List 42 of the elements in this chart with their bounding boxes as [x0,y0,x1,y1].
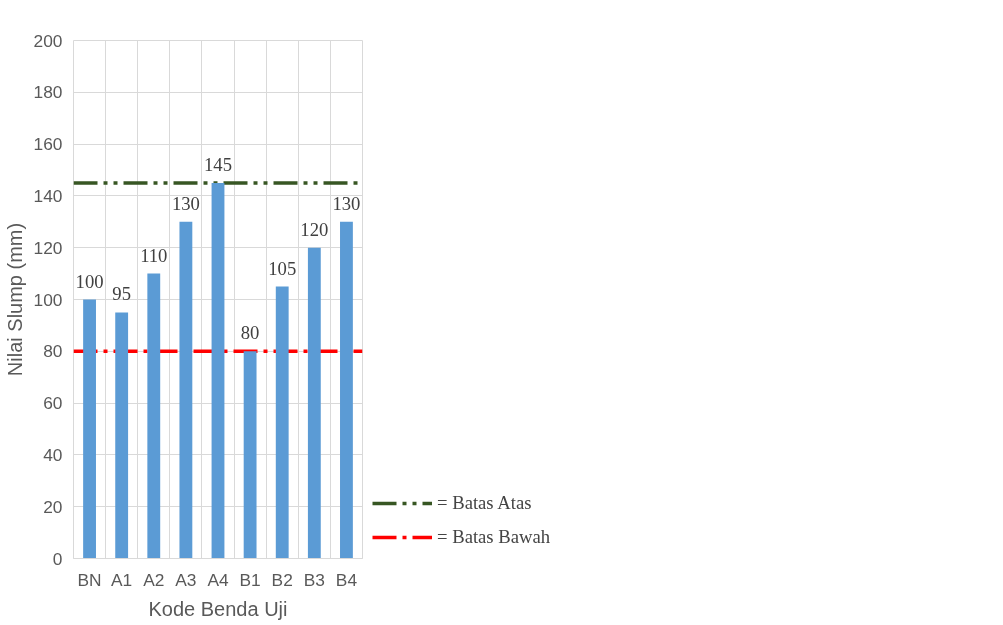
data-label: 80 [240,322,260,344]
x-tick-label: A1 [111,569,133,590]
y-tick-label: 140 [33,185,63,206]
x-tick-label: B4 [335,569,358,590]
x-axis-title: Kode Benda Uji [148,597,288,620]
x-tick-label: A3 [175,569,197,590]
bar [340,221,353,559]
data-label: 105 [268,257,297,279]
y-tick-label: 160 [33,134,63,155]
bar [115,312,129,559]
y-tick-label: 0 [52,548,63,569]
x-tick-label: BN [77,569,102,590]
y-tick-label: 80 [43,341,63,362]
x-tick-label: B2 [271,569,293,590]
x-tick-label: A2 [143,569,165,590]
y-axis-title: Nilai Slump (mm) [3,222,26,377]
legend-label: = Batas Bawah [437,526,551,548]
y-tick-label: 120 [33,237,63,258]
bar [243,351,257,559]
bar [179,221,193,559]
data-label: 100 [75,270,104,292]
bar [275,286,289,559]
y-tick-label: 100 [33,289,63,310]
data-label: 95 [112,283,131,305]
data-label: 110 [140,244,168,266]
x-tick-label: B1 [239,569,261,590]
data-label: 120 [300,218,329,240]
bar [147,273,161,559]
data-label: 130 [171,192,200,214]
legend-label: = Batas Atas [437,492,532,514]
x-tick-label: A4 [207,569,229,590]
y-tick-label: 180 [33,82,63,103]
data-label: 145 [204,153,232,175]
x-tick-label: B3 [303,569,325,590]
y-tick-label: 40 [43,444,63,465]
data-label: 130 [332,192,361,214]
y-tick-label: 20 [43,496,63,517]
y-tick-label: 200 [33,30,63,51]
y-tick-label: 60 [43,393,63,414]
bar [307,247,321,559]
bar [83,299,96,559]
bar [211,182,225,559]
